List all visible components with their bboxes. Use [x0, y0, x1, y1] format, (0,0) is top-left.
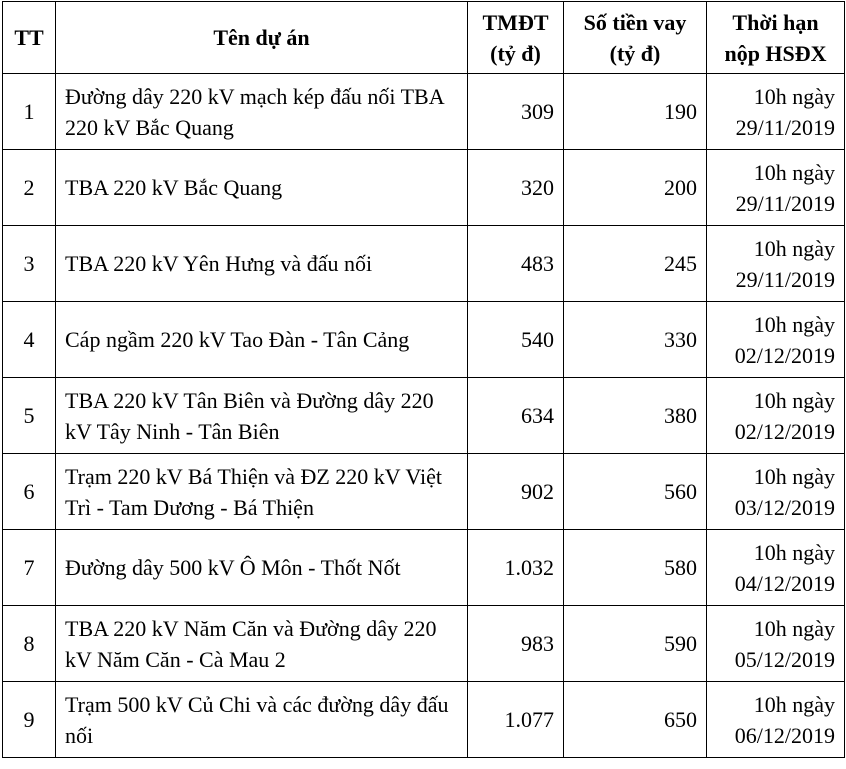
- table-cell: 1: [2, 73, 56, 150]
- table-row: 9 Trạm 500 kV Củ Chi và các đường dây đấu…: [2, 681, 845, 758]
- table-cell: 9: [2, 681, 56, 758]
- table-cell: 7: [2, 529, 56, 606]
- table-cell: TBA 220 kV Tân Biên và Đường dây 220 kV …: [55, 377, 468, 454]
- table-cell: 983: [467, 605, 564, 682]
- table-cell: 10h ngày 05/12/2019: [706, 605, 845, 682]
- table-cell: 245: [563, 225, 707, 302]
- table-cell: 309: [467, 73, 564, 150]
- table-cell: 1.032: [467, 529, 564, 606]
- table-cell: 4: [2, 301, 56, 378]
- table-cell: 10h ngày 02/12/2019: [706, 301, 845, 378]
- table-row: 5 TBA 220 kV Tân Biên và Đường dây 220 kV…: [2, 377, 845, 454]
- table-cell: 560: [563, 453, 707, 530]
- table-cell: 10h ngày 04/12/2019: [706, 529, 845, 606]
- table-cell: TBA 220 kV Bắc Quang: [55, 149, 468, 226]
- table-row: 1 Đường dây 220 kV mạch kép đấu nối TBA 2…: [2, 73, 845, 150]
- table-row: 4 Cáp ngầm 220 kV Tao Đàn - Tân Cảng 540 33…: [2, 301, 845, 378]
- table-cell: 8: [2, 605, 56, 682]
- table-cell: 5: [2, 377, 56, 454]
- header-cell: Tên dự án: [55, 1, 468, 74]
- table-cell: 10h ngày 29/11/2019: [706, 225, 845, 302]
- table-cell: 3: [2, 225, 56, 302]
- header-cell: TT: [2, 1, 56, 74]
- table-cell: 483: [467, 225, 564, 302]
- table-cell: 330: [563, 301, 707, 378]
- header-row: TT Tên dự án TMĐT (tỷ đ) Số tiền vay (tỷ đ)…: [2, 1, 845, 74]
- table-cell: Trạm 220 kV Bá Thiện và ĐZ 220 kV Việt T…: [55, 453, 468, 530]
- header-cell: TMĐT (tỷ đ): [467, 1, 564, 74]
- table-cell: Trạm 500 kV Củ Chi và các đường dây đấu …: [55, 681, 468, 758]
- table-cell: 590: [563, 605, 707, 682]
- table-cell: 650: [563, 681, 707, 758]
- table-row: 7 Đường dây 500 kV Ô Môn - Thốt Nốt 1.032 5…: [2, 529, 845, 606]
- table-cell: 10h ngày 02/12/2019: [706, 377, 845, 454]
- table-cell: 6: [2, 453, 56, 530]
- table-cell: Đường dây 500 kV Ô Môn - Thốt Nốt: [55, 529, 468, 606]
- table-cell: 190: [563, 73, 707, 150]
- table-cell: TBA 220 kV Năm Căn và Đường dây 220 kV N…: [55, 605, 468, 682]
- table-cell: 200: [563, 149, 707, 226]
- table-cell: Đường dây 220 kV mạch kép đấu nối TBA 22…: [55, 73, 468, 150]
- table-cell: 540: [467, 301, 564, 378]
- table-cell: Cáp ngầm 220 kV Tao Đàn - Tân Cảng: [55, 301, 468, 378]
- table-body: 1 Đường dây 220 kV mạch kép đấu nối TBA 2…: [2, 73, 845, 758]
- table-cell: 10h ngày 29/11/2019: [706, 73, 845, 150]
- table-cell: 1.077: [467, 681, 564, 758]
- table-cell: 2: [2, 149, 56, 226]
- table-row: 2 TBA 220 kV Bắc Quang 320 200 10h ngày 29/1…: [2, 149, 845, 226]
- table-row: 8 TBA 220 kV Năm Căn và Đường dây 220 kV …: [2, 605, 845, 682]
- header-cell: Thời hạn nộp HSĐX: [706, 1, 845, 74]
- table-cell: 10h ngày 06/12/2019: [706, 681, 845, 758]
- header-cell: Số tiền vay (tỷ đ): [563, 1, 707, 74]
- table-row: 3 TBA 220 kV Yên Hưng và đấu nối 483 245 10h…: [2, 225, 845, 302]
- table-cell: 380: [563, 377, 707, 454]
- table-cell: 10h ngày 03/12/2019: [706, 453, 845, 530]
- table-cell: TBA 220 kV Yên Hưng và đấu nối: [55, 225, 468, 302]
- table-row: 6 Trạm 220 kV Bá Thiện và ĐZ 220 kV Việt …: [2, 453, 845, 530]
- table-cell: 320: [467, 149, 564, 226]
- table-cell: 634: [467, 377, 564, 454]
- table-cell: 580: [563, 529, 707, 606]
- table-cell: 902: [467, 453, 564, 530]
- table-cell: 10h ngày 29/11/2019: [706, 149, 845, 226]
